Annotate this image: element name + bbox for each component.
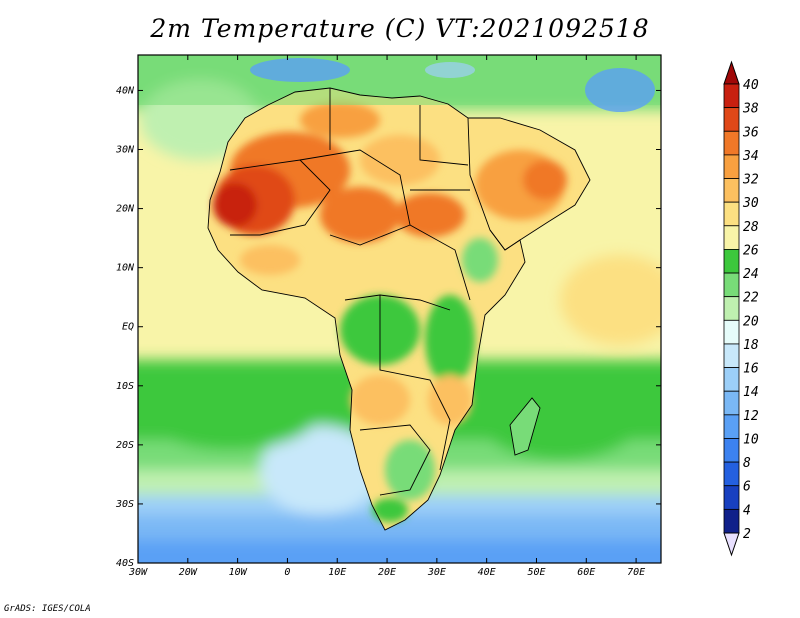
lat-tick-label: 30N [115,145,135,156]
map-title: 2m Temperature (C) VT:2021092518 [150,14,650,43]
lat-tick-label: 20S [116,440,134,451]
colorbar-label: 16 [743,362,759,377]
colorbar-label: 12 [743,409,759,424]
latitude-axis: 40N 30N 20N 10N EQ 10S 20S 30S 40S [115,85,661,569]
colorbar-swatch [723,343,740,368]
colorbar-swatch [723,272,740,298]
colorbar-label: 2 [743,527,751,542]
lon-tick-label: 60E [577,567,595,578]
colorbar-swatch [723,438,740,463]
lon-tick-label: 70E [627,567,645,578]
colorbar-swatch [723,485,740,510]
colorbar-swatch [723,201,740,227]
colorbar-swatch [723,508,740,534]
colorbar-label: 40 [743,78,759,93]
lon-tick-label: 50E [527,567,545,578]
colorbar-swatch [723,414,740,439]
lon-tick-label: 0 [284,567,290,578]
lat-tick-label: 20N [116,204,135,215]
lat-tick-label: 40N [116,85,135,96]
colorbar-label: 8 [743,456,751,471]
lon-tick-label: 40E [478,567,496,578]
lon-tick-label: 30E [427,567,446,578]
colorbar-max-triangle [723,60,740,85]
lat-tick-label: 10S [116,381,134,392]
lon-tick-label: 10E [328,567,346,578]
colorbar-label: 38 [742,102,759,117]
lat-tick-label: 40S [116,558,134,569]
colorbar-swatch [723,390,740,416]
colorbar-label: 22 [743,291,759,306]
colorbar-label: 36 [742,125,759,140]
colorbar-swatch [723,107,740,132]
colorbar-swatch [723,154,740,179]
coastlines [207,87,591,531]
colorbar-label: 26 [743,243,759,258]
colorbar-swatch [723,130,740,156]
colorbar-label: 32 [742,173,759,188]
colorbar-swatch [723,249,740,274]
lon-tick-label: 30W [128,567,148,578]
colorbar-label: 6 [743,480,751,495]
colorbar-min-triangle [723,532,740,557]
colorbar-swatch [723,83,740,109]
lat-tick-label: 10N [116,263,135,274]
colorbar-label: 14 [743,385,759,400]
colorbar-label: 10 [743,432,759,447]
colorbar-swatch [723,225,740,250]
colorbar-swatch [723,367,740,392]
colorbar-swatch [723,296,740,321]
colorbar-swatch [723,178,740,203]
lon-tick-label: 10W [229,567,248,578]
colorbar-label: 28 [743,220,759,235]
land-area [138,55,661,530]
longitude-axis: 30W 20W 10W 0 10E 20E 30E 40E 50E 60E 70E [128,55,645,578]
plot-frame [137,54,662,564]
colorbar-label: 24 [743,267,759,282]
colorbar-swatch [723,461,740,487]
colorbar-label: 4 [743,503,751,518]
colorbar-label: 18 [743,338,759,353]
lon-tick-label: 20W [179,567,198,578]
temperature-field [138,55,661,563]
colorbar-label: 20 [743,314,759,329]
lon-tick-label: 20E [378,567,396,578]
lat-tick-label: EQ [122,322,134,333]
credit-text: GrADS: IGES/COLA [4,604,91,614]
colorbar-label: 34 [742,149,759,164]
colorbar-label: 30 [742,196,759,211]
lat-tick-label: 30S [115,499,134,510]
colorbar-swatch [723,319,740,345]
